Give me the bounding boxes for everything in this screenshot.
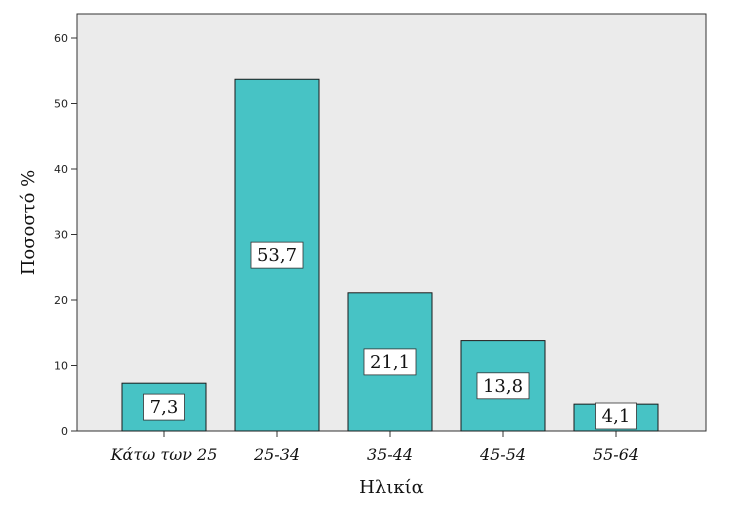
y-tick-label: 50 (54, 98, 68, 111)
data-label-box (143, 393, 185, 421)
data-label: 4,1 (602, 406, 631, 427)
data-label-box (476, 372, 530, 400)
data-label: 21,1 (370, 352, 410, 373)
y-tick-label: 10 (54, 360, 68, 373)
x-axis: Κάτω των 25 25-34 35-44 45-54 55-64 (110, 431, 639, 464)
bar (234, 78, 320, 432)
data-label: 53,7 (257, 245, 297, 266)
bars (121, 78, 659, 432)
x-tick-label: 25-34 (253, 445, 300, 464)
x-axis-title: Ηλικία (359, 477, 424, 498)
data-label: 13,8 (483, 376, 523, 397)
y-axis-title: Ποσοστό % (18, 170, 39, 276)
data-labels: 7,3 53,7 21,1 13,8 4,1 (143, 241, 637, 430)
y-axis: 0 10 20 30 40 50 60 (54, 32, 77, 438)
y-tick-label: 40 (54, 163, 68, 176)
y-tick-label: 0 (61, 425, 68, 438)
y-tick-label: 60 (54, 32, 68, 45)
x-tick-label: 55-64 (593, 445, 639, 464)
data-label-box (250, 241, 304, 269)
x-tick-label: 45-54 (479, 445, 526, 464)
y-tick-label: 30 (54, 229, 68, 242)
y-tick-label: 20 (54, 294, 68, 307)
data-label: 7,3 (150, 397, 179, 418)
data-label-box (363, 348, 417, 376)
x-tick-label: 35-44 (367, 445, 413, 464)
data-label-box (595, 402, 637, 430)
x-tick-label: Κάτω των 25 (110, 445, 218, 464)
